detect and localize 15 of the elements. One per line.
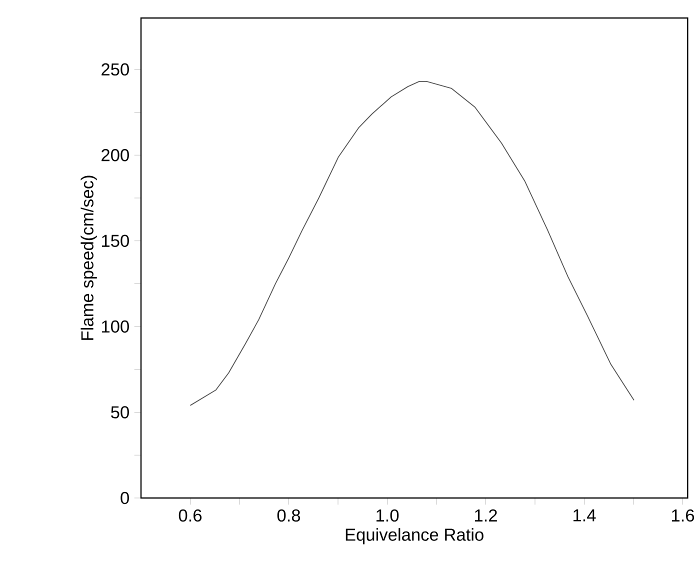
- y-tick-label: 250: [102, 63, 129, 76]
- x-tick-label: 1.2: [475, 509, 497, 522]
- line-series: [190, 80, 634, 406]
- x-tick-label: 1.6: [672, 509, 694, 522]
- y-axis-title: Flame speed(cm/sec): [80, 176, 97, 340]
- x-tick-label: 0.8: [277, 509, 300, 522]
- x-tick-label: 1.0: [376, 509, 399, 522]
- y-tick-label: 150: [102, 234, 129, 247]
- x-axis-title: Equivelance Ratio: [346, 528, 484, 544]
- y-tick-label: 100: [102, 320, 129, 333]
- x-tick-label: 0.6: [178, 509, 202, 522]
- x-tick-label: 1.4: [574, 509, 596, 522]
- y-tick-label: 0: [120, 492, 129, 504]
- y-tick-label: 200: [102, 148, 129, 162]
- y-tick-label: 50: [111, 406, 129, 418]
